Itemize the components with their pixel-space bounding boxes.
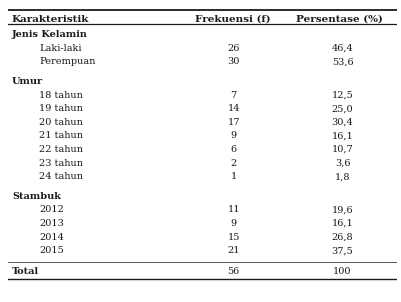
Text: 10,7: 10,7: [332, 145, 353, 154]
Text: 15: 15: [227, 233, 240, 242]
Text: 53,6: 53,6: [332, 57, 353, 66]
Text: Umur: Umur: [12, 77, 43, 86]
Text: 30,4: 30,4: [332, 118, 353, 127]
Text: Karakteristik: Karakteristik: [12, 15, 89, 24]
Text: 37,5: 37,5: [332, 246, 353, 255]
Text: Laki-laki: Laki-laki: [39, 44, 82, 53]
Text: 2012: 2012: [39, 205, 64, 214]
Text: Perempuan: Perempuan: [39, 57, 95, 66]
Text: 46,4: 46,4: [332, 44, 353, 53]
Text: 11: 11: [227, 205, 240, 214]
Text: 18 tahun: 18 tahun: [39, 91, 83, 100]
Text: 9: 9: [231, 131, 237, 140]
Text: 19,6: 19,6: [332, 205, 353, 214]
Text: Frekuensi (f): Frekuensi (f): [195, 15, 270, 24]
Text: 16,1: 16,1: [332, 219, 353, 228]
Text: 2013: 2013: [39, 219, 64, 228]
Text: 25,0: 25,0: [332, 104, 353, 113]
Text: 2014: 2014: [39, 233, 64, 242]
Text: 9: 9: [231, 219, 237, 228]
Text: 2015: 2015: [39, 246, 64, 255]
Text: 100: 100: [333, 267, 352, 276]
Text: Persentase (%): Persentase (%): [296, 15, 383, 24]
Text: 30: 30: [227, 57, 240, 66]
Text: 22 tahun: 22 tahun: [39, 145, 83, 154]
Text: 21: 21: [227, 246, 240, 255]
Text: 12,5: 12,5: [332, 91, 353, 100]
Text: Jenis Kelamin: Jenis Kelamin: [12, 30, 88, 39]
Text: 24 tahun: 24 tahun: [39, 172, 83, 181]
Text: Total: Total: [12, 267, 39, 276]
Text: 3,6: 3,6: [335, 159, 350, 168]
Text: 7: 7: [231, 91, 237, 100]
Text: 26: 26: [227, 44, 240, 53]
Text: 17: 17: [227, 118, 240, 127]
Text: 21 tahun: 21 tahun: [39, 131, 83, 140]
Text: 23 tahun: 23 tahun: [39, 159, 83, 168]
Text: 56: 56: [227, 267, 240, 276]
Text: 1,8: 1,8: [335, 172, 350, 181]
Text: 26,8: 26,8: [332, 233, 353, 242]
Text: Stambuk: Stambuk: [12, 192, 61, 201]
Text: 20 tahun: 20 tahun: [39, 118, 83, 127]
Text: 19 tahun: 19 tahun: [39, 104, 83, 113]
Text: 6: 6: [231, 145, 237, 154]
Text: 1: 1: [231, 172, 237, 181]
Text: 14: 14: [227, 104, 240, 113]
Text: 2: 2: [231, 159, 237, 168]
Text: 16,1: 16,1: [332, 131, 353, 140]
